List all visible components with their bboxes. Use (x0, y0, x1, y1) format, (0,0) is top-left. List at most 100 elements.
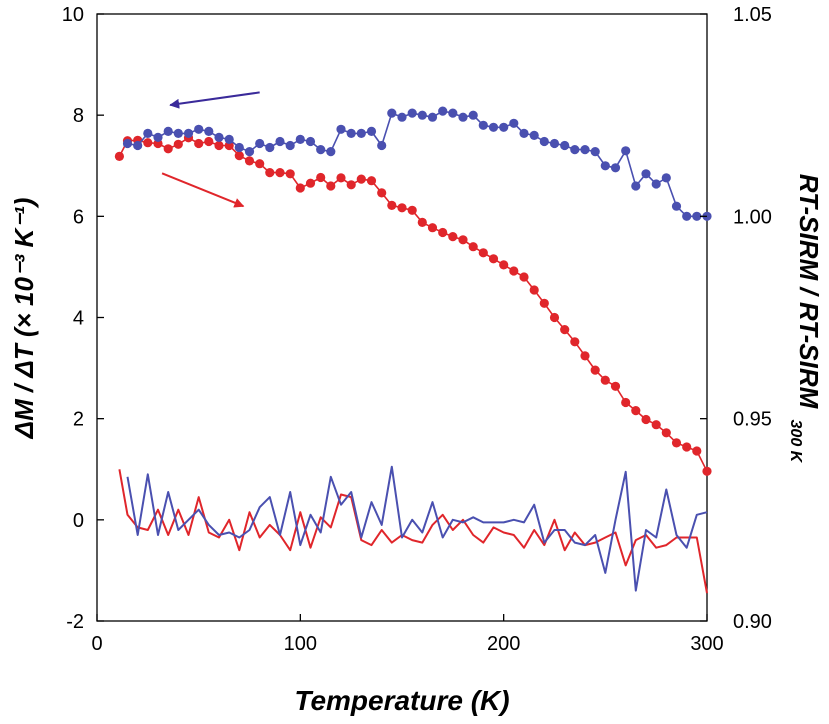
series-0-point (478, 120, 488, 130)
series-0-point (397, 112, 407, 122)
series-1-point (570, 337, 580, 347)
series-1-point (377, 188, 387, 198)
series-0-point (194, 124, 204, 134)
annotation-layer (161, 91, 260, 208)
series-0-point (499, 122, 509, 132)
series-1-point (346, 180, 356, 190)
series-1-point (468, 242, 478, 252)
y-left-axis-title: ΔM / ΔT (× 10⁻³ K⁻¹) (9, 198, 39, 440)
series-0-point (671, 201, 682, 211)
series-1-point (265, 168, 275, 178)
series-1-point (600, 375, 610, 385)
series-0-point (651, 179, 661, 189)
series-0-point (570, 145, 580, 155)
y-left-tick-label: 4 (73, 308, 84, 330)
series-1-point (692, 446, 702, 456)
series-0-point (204, 126, 214, 136)
series-0-point (285, 140, 295, 151)
series-0-point (641, 169, 651, 179)
series-0-point (143, 128, 153, 138)
series-0-point (427, 112, 438, 122)
series-1-point (631, 406, 641, 416)
series-1-point (661, 428, 671, 438)
series-1-point (509, 266, 519, 276)
series-0-point (133, 140, 143, 151)
series-1-point (305, 178, 316, 188)
series-0-point (183, 128, 194, 138)
series-0-point (173, 128, 183, 138)
series-0-point (224, 134, 234, 144)
series-0-point (519, 128, 529, 138)
y-left-tick-label: 6 (73, 206, 84, 228)
series-1-point (488, 254, 499, 264)
series-1-point (204, 136, 214, 147)
series-1-point (417, 217, 427, 227)
series-0-point (560, 140, 570, 151)
series-0-point (326, 147, 336, 157)
series-1-point (295, 183, 305, 193)
series-0-point (377, 140, 387, 151)
y-right-tick-label: 0.90 (733, 611, 772, 633)
series-1-point (407, 205, 417, 215)
series-0-point (661, 173, 671, 183)
annotation-arrow-left (169, 91, 260, 109)
series-1-point (610, 381, 621, 391)
x-tick-label: 100 (284, 633, 317, 655)
x-tick-label: 200 (487, 633, 520, 655)
series-1-point (539, 298, 549, 308)
y-right-tick-label: 0.95 (733, 409, 772, 431)
series-1-point (244, 156, 255, 166)
series-1-point (458, 235, 468, 245)
series-2-line (126, 465, 708, 592)
series-1-point (275, 168, 285, 178)
series-0-point (387, 108, 397, 118)
series-0-point (590, 147, 600, 157)
series-0-point (336, 124, 346, 134)
series-0-point (275, 136, 285, 147)
series-1-point (173, 139, 183, 149)
series-1-point (671, 438, 682, 448)
x-tick-label: 300 (690, 633, 723, 655)
series-1-point (366, 176, 377, 186)
series-1-point (560, 325, 570, 335)
series-0-point (610, 163, 621, 173)
series-0-point (468, 110, 478, 120)
svg-text:RT-SIRM / RT-SIRM 300 K: RT-SIRM / RT-SIRM 300 K (787, 174, 824, 464)
series-1-point (702, 466, 712, 476)
series-1-point (549, 312, 560, 323)
series-1-point (427, 223, 438, 233)
series-1-point (234, 151, 244, 161)
series-1-point (114, 151, 124, 161)
y-left-tick-label: 2 (73, 409, 84, 431)
series-0-point (509, 118, 519, 128)
series-0-point (529, 130, 539, 140)
series-1-point (255, 159, 265, 169)
series-0-point (305, 136, 316, 147)
y-left-tick-label: -2 (66, 611, 84, 633)
series-1-point (336, 173, 346, 183)
series-3-line (118, 469, 708, 594)
series-1-point (397, 203, 407, 213)
series-0-point (407, 108, 417, 118)
series-1-point (641, 414, 651, 425)
series-1-point (529, 285, 539, 295)
series-0-point (255, 138, 265, 149)
series-1-point (519, 272, 529, 282)
y-right-axis-title: RT-SIRM / RT-SIRM 300 K (787, 174, 824, 464)
x-axis-title: Temperature (K) (294, 685, 509, 716)
series-1-point (438, 227, 448, 238)
y-left-tick-label: 10 (62, 4, 84, 26)
series-0-point (692, 211, 702, 221)
series-0-point (122, 138, 133, 149)
tick-layer: 0 100 200 300 -2 0 2 4 6 8 10 0.90 0.95 1.00 1.05 (62, 4, 772, 655)
series-1-point (194, 138, 204, 149)
series-1-line (118, 137, 708, 472)
series-0-point (621, 146, 631, 156)
series-1-point (285, 169, 295, 179)
series-0-point (631, 181, 641, 191)
series-1-point (499, 260, 509, 270)
y-right-tick-label: 1.05 (733, 4, 772, 26)
y-left-tick-label: 8 (73, 105, 84, 127)
series-1-point (163, 144, 173, 154)
